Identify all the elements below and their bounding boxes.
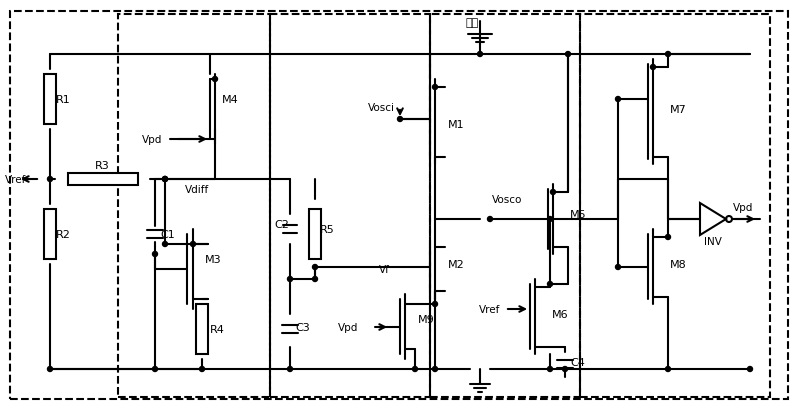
Text: M9: M9: [418, 314, 434, 324]
Text: Vdiff: Vdiff: [185, 185, 210, 195]
Text: Vref: Vref: [5, 175, 26, 185]
Circle shape: [162, 177, 167, 182]
Bar: [118, 15, 270, 397]
Circle shape: [47, 177, 53, 182]
Circle shape: [478, 52, 482, 57]
Circle shape: [615, 97, 621, 102]
Text: C4: C4: [570, 357, 585, 367]
Text: C3: C3: [295, 322, 310, 332]
Circle shape: [550, 190, 555, 195]
Circle shape: [566, 52, 570, 57]
Circle shape: [747, 367, 753, 372]
Circle shape: [162, 177, 167, 182]
Circle shape: [666, 367, 670, 372]
Circle shape: [398, 117, 402, 122]
Text: M3: M3: [205, 254, 222, 264]
Text: R2: R2: [56, 230, 71, 240]
Text: Vosco: Vosco: [492, 195, 522, 204]
Circle shape: [433, 367, 438, 372]
Circle shape: [433, 85, 438, 90]
Bar: [67, 173, 138, 185]
Circle shape: [287, 367, 293, 372]
Circle shape: [562, 367, 567, 372]
Text: Vpd: Vpd: [338, 322, 358, 332]
Bar: [580, 15, 770, 397]
Circle shape: [153, 367, 158, 372]
Circle shape: [666, 235, 670, 240]
Bar: [44, 75, 56, 125]
Circle shape: [153, 252, 158, 257]
Text: Vpd: Vpd: [142, 135, 162, 145]
Text: Vref: Vref: [478, 304, 500, 314]
Text: R1: R1: [56, 95, 70, 105]
Circle shape: [413, 367, 418, 372]
Circle shape: [162, 177, 167, 182]
Text: M1: M1: [448, 120, 465, 130]
Text: M8: M8: [670, 259, 686, 269]
Text: Vosci: Vosci: [368, 103, 395, 113]
Text: R3: R3: [95, 161, 110, 171]
Text: M2: M2: [448, 259, 465, 269]
Text: M6: M6: [552, 309, 569, 319]
Circle shape: [547, 367, 553, 372]
Bar: [44, 209, 56, 259]
Circle shape: [162, 242, 167, 247]
Circle shape: [313, 277, 318, 282]
Bar: [196, 304, 208, 354]
Text: C2: C2: [274, 219, 289, 230]
Circle shape: [190, 242, 195, 247]
Text: Vpd: Vpd: [733, 202, 754, 212]
Text: INV: INV: [704, 236, 722, 247]
Text: M5: M5: [570, 209, 586, 219]
Circle shape: [487, 217, 493, 222]
Circle shape: [666, 52, 670, 57]
Text: M7: M7: [670, 105, 686, 115]
Text: C1: C1: [160, 230, 174, 240]
Circle shape: [615, 265, 621, 270]
Circle shape: [313, 265, 318, 270]
Text: Vf: Vf: [379, 264, 390, 274]
Circle shape: [433, 302, 438, 307]
Circle shape: [213, 77, 218, 82]
Circle shape: [547, 217, 553, 222]
Circle shape: [547, 282, 553, 287]
Text: 电源: 电源: [465, 18, 478, 28]
Circle shape: [287, 277, 293, 282]
Circle shape: [650, 65, 655, 70]
Bar: [430, 15, 580, 397]
Text: R5: R5: [320, 224, 334, 235]
Bar: [270, 15, 430, 397]
Circle shape: [199, 367, 205, 372]
Circle shape: [47, 367, 53, 372]
Text: M4: M4: [222, 95, 238, 105]
Bar: [309, 209, 321, 259]
Text: R4: R4: [210, 324, 225, 334]
